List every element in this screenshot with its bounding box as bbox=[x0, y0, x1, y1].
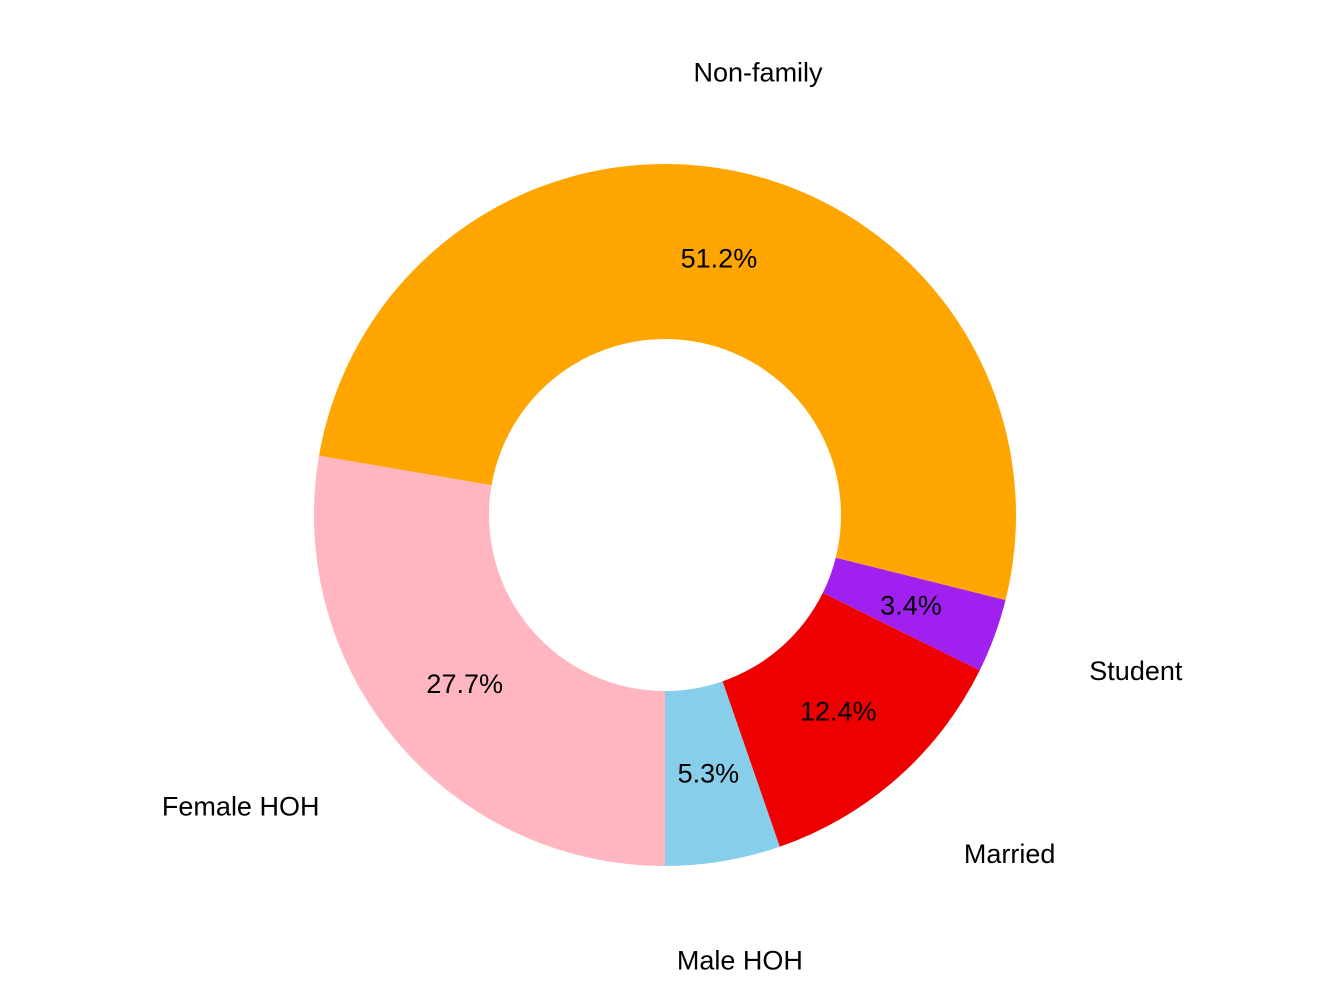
pct-label-female-hoh: 27.7% bbox=[426, 669, 503, 699]
pct-label-non-family: 51.2% bbox=[681, 244, 758, 274]
pct-label-married: 12.4% bbox=[800, 697, 877, 727]
pct-label-student: 3.4% bbox=[880, 590, 942, 620]
category-labels: Non-family Student Married Male HOH Female H… bbox=[162, 58, 1183, 976]
slice-married bbox=[722, 592, 980, 847]
slice-female-hoh bbox=[314, 455, 665, 866]
category-label-female-hoh: Female HOH bbox=[162, 791, 320, 821]
slice-student bbox=[822, 557, 1006, 671]
pct-label-male-hoh: 5.3% bbox=[678, 758, 740, 788]
slice-non-family bbox=[319, 164, 1016, 601]
slice-male-hoh bbox=[665, 681, 780, 866]
category-label-married: Married bbox=[964, 839, 1056, 869]
percentage-labels: 51.2% 3.4% 12.4% 5.3% 27.7% bbox=[426, 244, 941, 789]
category-label-student: Student bbox=[1089, 656, 1183, 686]
category-label-non-family: Non-family bbox=[694, 58, 824, 88]
donut-slices bbox=[314, 164, 1016, 866]
category-label-male-hoh: Male HOH bbox=[677, 946, 803, 976]
